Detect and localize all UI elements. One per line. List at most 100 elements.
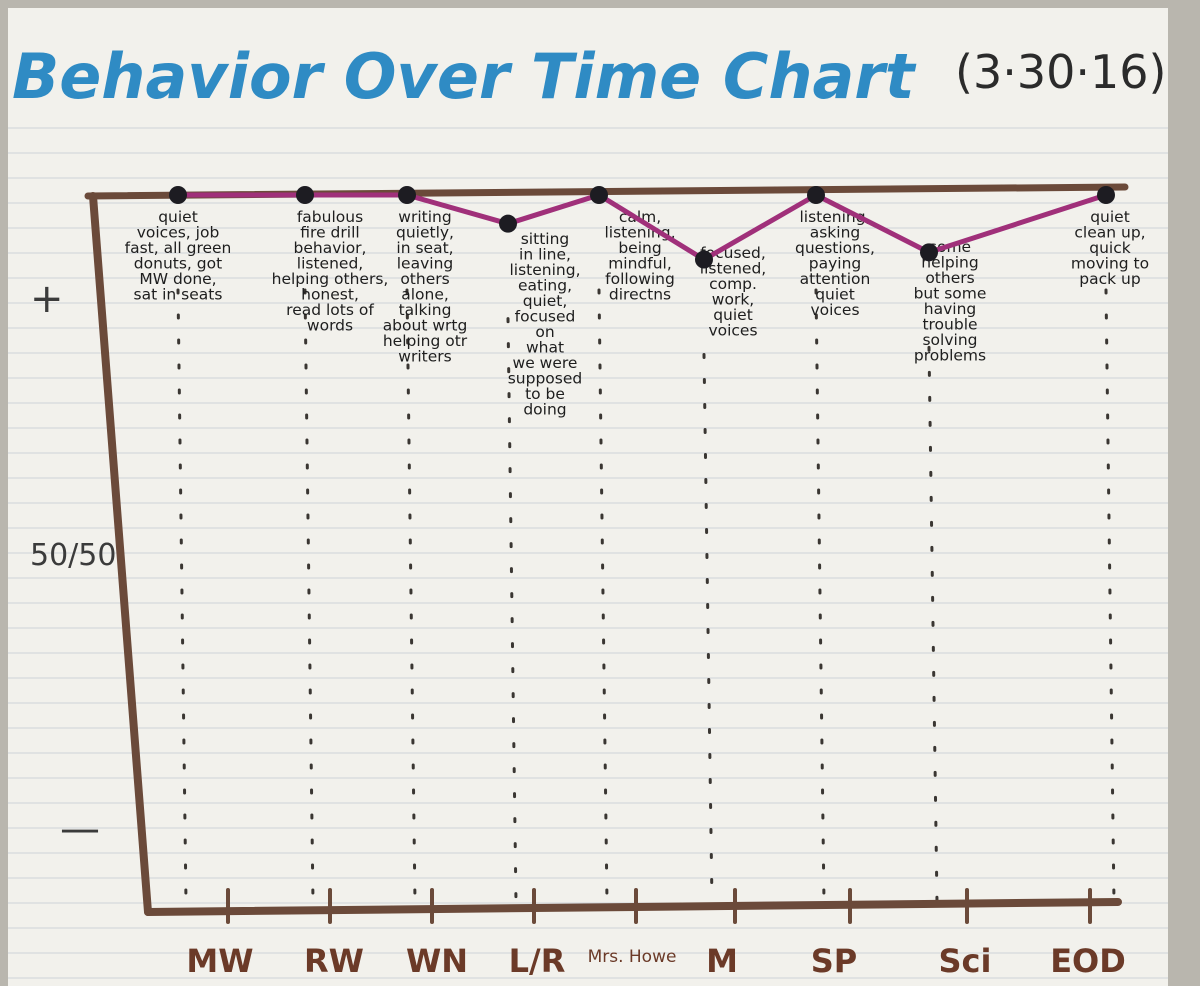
annotation-line: pack up [1079,270,1140,288]
x-tick-label: MW [186,942,253,980]
dotted-gridline [1104,288,1116,904]
annotation-line: quiet [1090,208,1130,226]
annotation-line: asking [810,224,861,242]
annotation-line: in seat, [396,239,453,257]
annotation-line: donuts, got [134,255,222,273]
annotation-line: having [924,300,976,318]
x-tick-label: L/R [509,942,566,980]
y-axis-line [89,192,152,916]
annotation-line: problems [914,347,986,365]
annotation-line: trouble [922,316,977,334]
annotation-line: comp. [709,275,757,293]
annotation-line: attention [800,270,871,288]
annotation-line: to be [525,385,565,403]
annotation-line: moving to [1071,255,1149,273]
annotation-line: writers [398,348,451,366]
annotation-line: voices, job [137,224,220,242]
data-point [398,186,416,204]
annotation-line: helping others, [272,270,389,288]
annotation-line: clean up, [1074,224,1145,242]
annotation-line: words [307,317,353,335]
annotation-line: questions, [795,239,875,257]
annotation-line: MW done, [139,270,216,288]
x-tick-label: RW [304,942,364,980]
annotation-line: quietly, [396,224,454,242]
dotted-gridlines [176,288,1116,904]
data-point [590,186,608,204]
annotation-line: talking [399,301,452,319]
annotation-note: writing quietly, in seat, leaving others alon… [383,208,468,366]
annotation-note: calm, listening, being mindful, following dir… [604,208,675,304]
annotation-line: we were [513,354,578,372]
annotation-line: what [526,339,564,357]
annotation-line: sitting [521,230,570,248]
annotation-line: listening, [604,224,675,242]
annotation-line: about wrtg [383,317,468,335]
data-point [807,186,825,204]
annotation-line: fabulous [297,208,363,226]
annotation-line: directns [609,286,671,304]
annotation-line: quick [1089,239,1130,257]
annotation-line: following [605,270,675,288]
annotation-line: supposed [508,370,583,388]
series-behavior [169,186,1115,269]
paper-sheet [8,8,1168,986]
annotation-line: listened, [297,255,363,273]
x-tick-label: Mrs. Howe [588,947,677,967]
annotation-note: quiet clean up, quick moving to pack up [1071,208,1149,288]
annotation-line: others [925,269,974,287]
annotation-line: helping otr [383,332,468,350]
data-point [169,186,187,204]
dotted-gridline [702,353,714,904]
dotted-gridline [176,288,188,904]
annotation-line: voices [708,322,757,340]
annotation-note: listening, asking questions, paying attentio… [795,208,875,319]
y-tick-label-top: + [30,276,64,322]
annotation-line: voices [810,301,859,319]
data-point [1097,186,1115,204]
x-tick-label: WN [406,942,468,980]
annotations: quiet voices, job fast, all green donuts, g… [125,208,1150,419]
dotted-gridline [597,288,609,904]
annotation-note: fabulous fire drill behavior, listened, help… [272,208,389,335]
x-tick-label: M [706,942,738,980]
dotted-gridline [814,288,826,904]
data-point [499,214,517,233]
data-point [920,243,938,262]
annotation-line: eating, [518,277,572,295]
annotation-line: solving [922,331,977,349]
annotation-line: quiet, [523,292,568,310]
annotation-line: work, [712,291,754,309]
annotation-line: fast, all green [125,239,232,257]
annotation-line: writing [398,208,451,226]
annotation-line: behavior, [294,239,367,257]
dotted-gridline [927,345,939,904]
y-tick-label-middle: 50/50 [30,538,116,573]
annotation-line: listened, [700,260,766,278]
x-tick-label: Sci [939,942,992,980]
ruled-lines [8,127,1168,979]
annotation-line: but some [914,285,987,303]
annotation-note: quiet voices, job fast, all green donuts, g… [125,208,232,304]
annotation-line: quiet [815,286,855,304]
annotation-line: read lots of [286,301,374,319]
annotation-line: in line, [519,246,571,264]
annotation-line: focused [515,308,576,326]
x-axis-line [144,898,1122,916]
annotation-line: sat in seats [134,286,223,304]
annotation-note: sitting in line, listening, eating, quiet, fo… [508,230,583,419]
dotted-gridline [405,288,417,904]
annotation-note: focused, listened, comp. work, quiet voices [700,244,766,340]
annotation-line: on [535,323,554,341]
y-tick-label-bottom: — [60,806,100,852]
x-tick-label: EOD [1050,942,1126,980]
annotation-line: being [618,239,661,257]
annotation-line: honest, [301,286,359,304]
annotation-line: quiet [158,208,198,226]
data-point [695,250,713,269]
annotation-line: fire drill [300,224,359,242]
annotation-line: focused, [700,244,766,262]
x-tick-labels: MW RW WN L/R Mrs. Howe M SP Sci EOD [186,942,1125,980]
chart-date: (3·30·16) [955,45,1166,99]
